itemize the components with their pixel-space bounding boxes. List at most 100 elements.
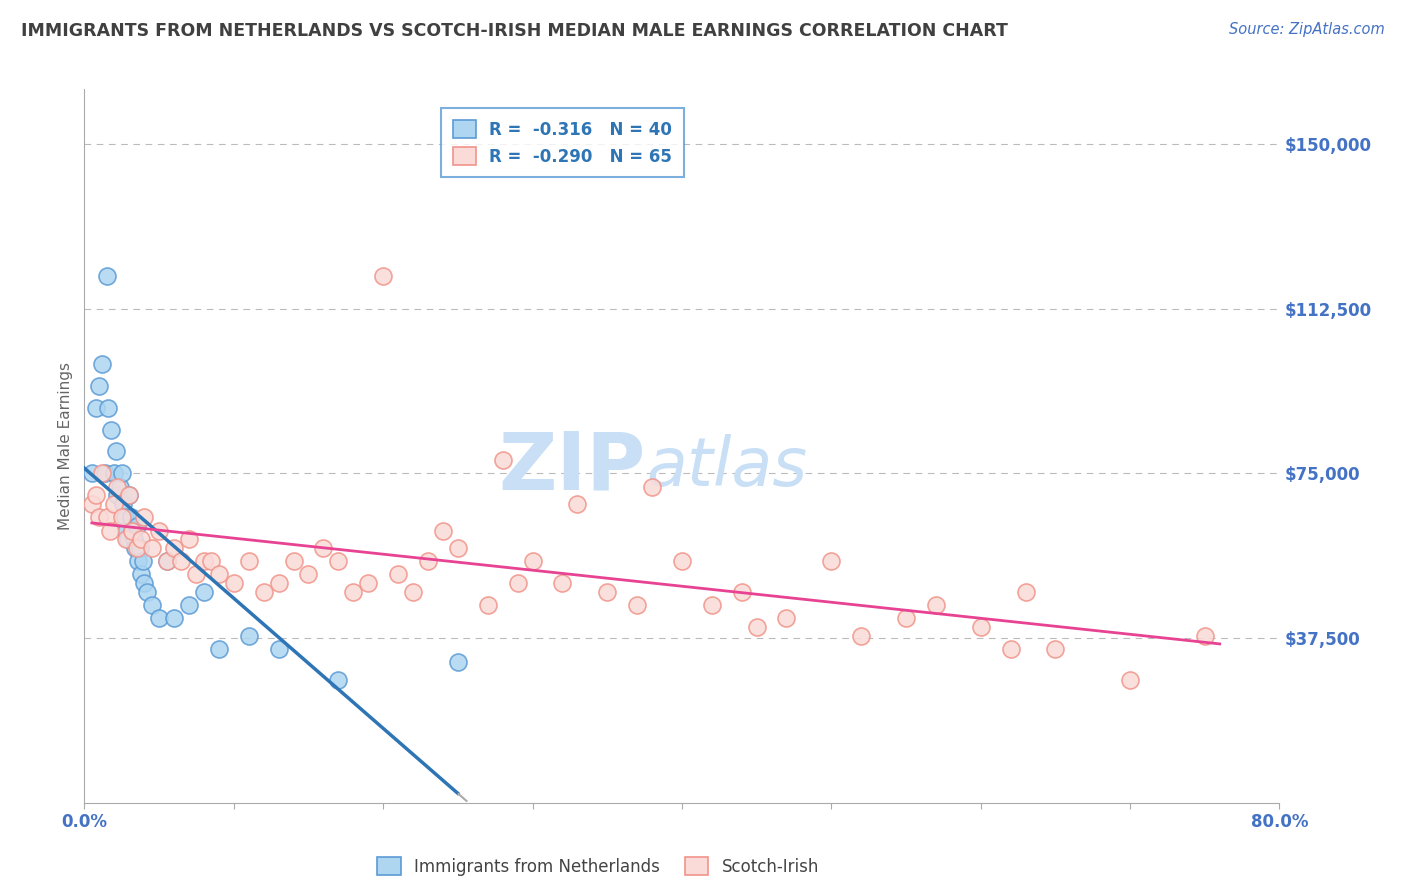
Point <box>208 642 231 657</box>
Point <box>208 567 231 582</box>
Point <box>86 488 108 502</box>
Point <box>131 554 153 568</box>
Point <box>925 598 948 612</box>
Point <box>115 533 138 547</box>
Point <box>96 268 118 283</box>
Point <box>1014 585 1036 599</box>
Point <box>100 423 122 437</box>
Point <box>328 554 350 568</box>
Point <box>105 488 128 502</box>
Point <box>551 576 574 591</box>
Point <box>492 453 515 467</box>
Point <box>567 497 589 511</box>
Point <box>1000 642 1022 657</box>
Point <box>671 554 693 568</box>
Text: Source: ZipAtlas.com: Source: ZipAtlas.com <box>1229 22 1385 37</box>
Point <box>477 598 499 612</box>
Point <box>163 541 186 555</box>
Point <box>238 629 260 643</box>
Text: atlas: atlas <box>647 434 807 500</box>
Point <box>253 585 276 599</box>
Point <box>522 554 544 568</box>
Point <box>177 533 200 547</box>
Point <box>141 541 163 555</box>
Text: ZIP: ZIP <box>499 428 647 507</box>
Point <box>128 541 150 555</box>
Point <box>132 510 156 524</box>
Point <box>447 541 470 555</box>
Point <box>121 524 143 538</box>
Point <box>117 533 139 547</box>
Point <box>91 357 114 371</box>
Point <box>641 480 664 494</box>
Point <box>1194 629 1216 643</box>
Point <box>127 554 149 568</box>
Point <box>177 598 200 612</box>
Point <box>283 554 305 568</box>
Point <box>86 401 108 415</box>
Point <box>506 576 529 591</box>
Point <box>141 598 163 612</box>
Point <box>96 510 118 524</box>
Point <box>342 585 364 599</box>
Point <box>700 598 723 612</box>
Point <box>132 576 156 591</box>
Point <box>1045 642 1067 657</box>
Point <box>775 611 797 625</box>
Point <box>114 510 136 524</box>
Point <box>402 585 425 599</box>
Point <box>148 611 170 625</box>
Point <box>125 541 148 555</box>
Point <box>186 567 208 582</box>
Point <box>129 533 152 547</box>
Point <box>89 510 111 524</box>
Point <box>970 620 993 634</box>
Point <box>105 480 128 494</box>
Point <box>416 554 439 568</box>
Point <box>155 554 177 568</box>
Point <box>193 554 215 568</box>
Point <box>193 585 215 599</box>
Point <box>170 554 193 568</box>
Legend: Immigrants from Netherlands, Scotch-Irish: Immigrants from Netherlands, Scotch-Iris… <box>371 850 825 882</box>
Point <box>731 585 754 599</box>
Point <box>238 554 260 568</box>
Point <box>97 401 120 415</box>
Point <box>312 541 335 555</box>
Point <box>111 467 134 481</box>
Y-axis label: Median Male Earnings: Median Male Earnings <box>58 362 73 530</box>
Point <box>357 576 380 591</box>
Point <box>118 488 141 502</box>
Point <box>136 585 159 599</box>
Point <box>894 611 917 625</box>
Point <box>267 576 290 591</box>
Point <box>596 585 619 599</box>
Point <box>820 554 842 568</box>
Point <box>125 519 148 533</box>
Point <box>373 268 395 283</box>
Point <box>103 497 125 511</box>
Point <box>89 378 111 392</box>
Point <box>297 567 319 582</box>
Point <box>111 510 134 524</box>
Point <box>80 497 103 511</box>
Point <box>626 598 648 612</box>
Point <box>851 629 873 643</box>
Point <box>447 655 470 669</box>
Point <box>745 620 768 634</box>
Point <box>91 467 114 481</box>
Point <box>110 480 132 494</box>
Point <box>222 576 245 591</box>
Point <box>200 554 222 568</box>
Text: IMMIGRANTS FROM NETHERLANDS VS SCOTCH-IRISH MEDIAN MALE EARNINGS CORRELATION CHA: IMMIGRANTS FROM NETHERLANDS VS SCOTCH-IR… <box>21 22 1008 40</box>
Point <box>1119 673 1142 687</box>
Point <box>121 524 143 538</box>
Point <box>98 524 121 538</box>
Point <box>129 567 152 582</box>
Point <box>80 467 103 481</box>
Point <box>122 533 145 547</box>
Point <box>155 554 177 568</box>
Point <box>148 524 170 538</box>
Point <box>328 673 350 687</box>
Point <box>163 611 186 625</box>
